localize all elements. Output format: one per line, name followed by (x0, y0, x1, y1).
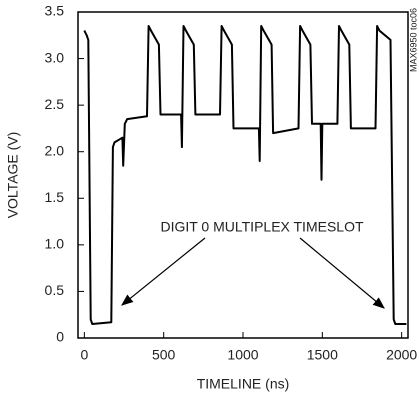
x-tick-label: 500 (152, 347, 176, 363)
y-tick-label: 3.0 (45, 49, 65, 65)
y-tick-label: 0 (56, 329, 64, 345)
y-tick-label: 1.5 (45, 189, 65, 205)
arrow (121, 237, 206, 306)
arrow (299, 237, 385, 309)
y-tick-label: 0.5 (45, 282, 65, 298)
y-tick-label: 2.0 (45, 142, 65, 158)
y-axis-label: VOLTAGE (V) (5, 132, 21, 219)
plot-frame (77, 11, 409, 339)
x-axis-label: TIMELINE (ns) (197, 376, 290, 392)
figure-id: MAX6950 toc06 (408, 8, 418, 72)
x-tick-label: 1000 (227, 347, 258, 363)
x-tick-label: 0 (80, 347, 88, 363)
y-tick-label: 2.5 (45, 96, 65, 112)
x-tick-label: 2000 (386, 347, 417, 363)
x-tick-label: 1500 (307, 347, 338, 363)
y-tick-label: 3.5 (45, 3, 65, 19)
y-tick-label: 1.0 (45, 236, 65, 252)
waveform (83, 25, 407, 325)
annotation: DIGIT 0 MULTIPLEX TIMESLOT (160, 219, 363, 235)
